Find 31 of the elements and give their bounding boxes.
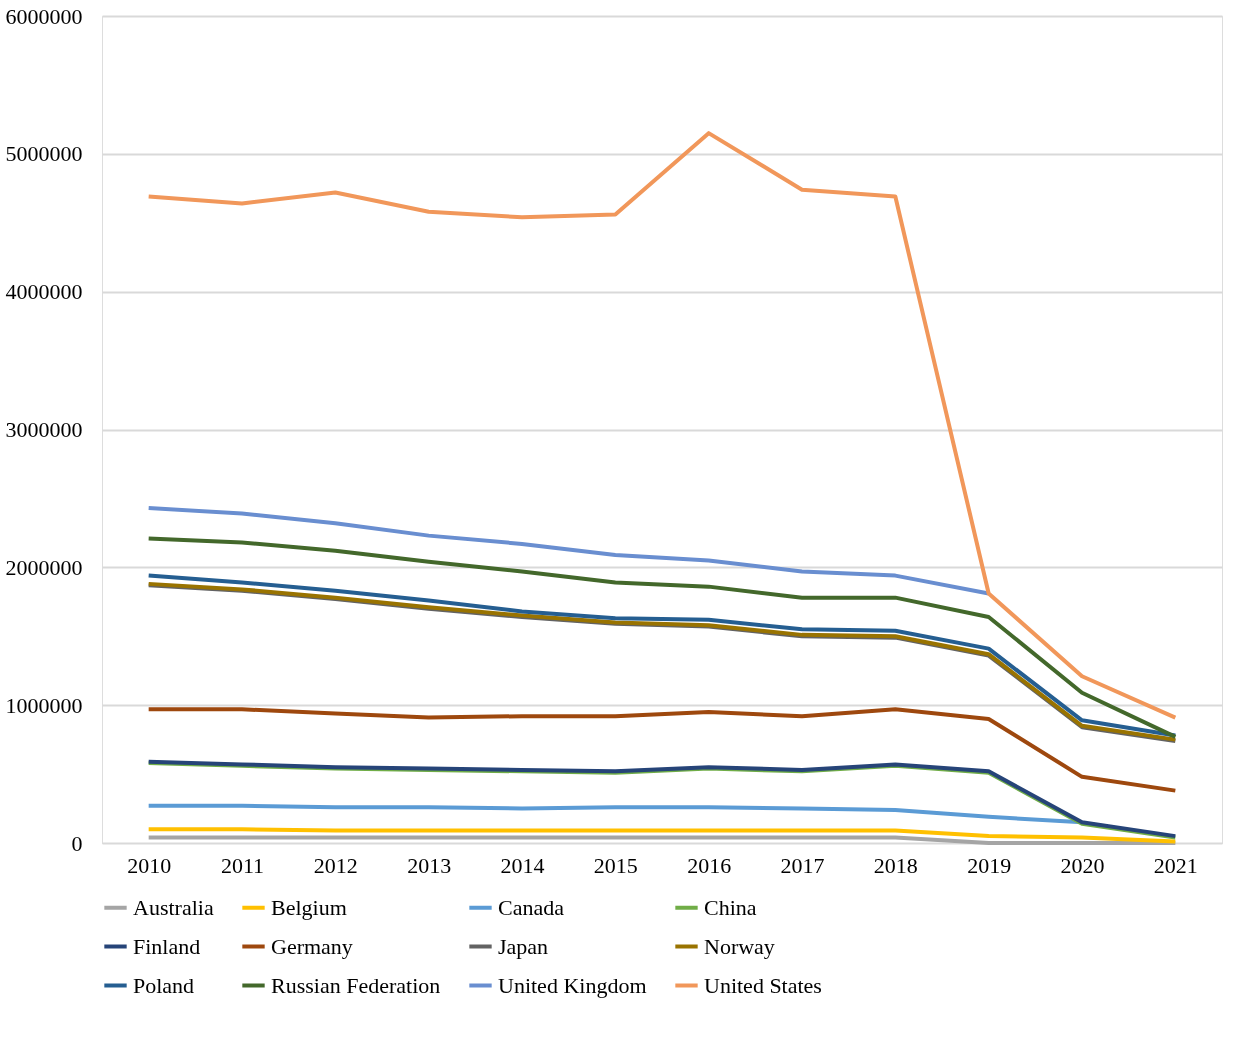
legend-label: Germany: [271, 933, 353, 959]
x-tick-label: 2015: [593, 852, 638, 878]
legend-label: Poland: [133, 972, 195, 998]
legend-label: Norway: [704, 933, 775, 959]
legend-label: Canada: [498, 894, 565, 920]
legend-label: Finland: [133, 933, 201, 959]
x-tick-label: 2012: [313, 852, 358, 878]
y-tick-label: 0: [71, 830, 83, 856]
x-tick-label: 2020: [1060, 852, 1105, 878]
legend-label: Australia: [133, 894, 214, 920]
x-tick-label: 2017: [780, 852, 825, 878]
x-tick-label: 2018: [873, 852, 918, 878]
x-tick-label: 2013: [407, 852, 452, 878]
x-tick-label: 2014: [500, 852, 545, 878]
y-tick-label: 5000000: [5, 141, 83, 167]
x-tick-label: 2016: [687, 852, 732, 878]
legend-label: United States: [704, 972, 822, 998]
x-tick-label: 2010: [127, 852, 172, 878]
x-tick-label: 2011: [220, 852, 265, 878]
legend-label: Japan: [498, 933, 549, 959]
x-tick-label: 2019: [967, 852, 1012, 878]
y-tick-label: 1000000: [5, 692, 83, 718]
y-tick-label: 4000000: [5, 279, 83, 305]
legend-label: China: [704, 894, 757, 920]
legend-label: Belgium: [271, 894, 347, 920]
y-tick-label: 2000000: [5, 554, 83, 580]
x-tick-label: 2021: [1153, 852, 1198, 878]
y-tick-label: 6000000: [5, 3, 83, 29]
y-tick-label: 3000000: [5, 417, 83, 442]
legend-label: Russian Federation: [271, 972, 441, 998]
legend-label: United Kingdom: [498, 972, 647, 998]
